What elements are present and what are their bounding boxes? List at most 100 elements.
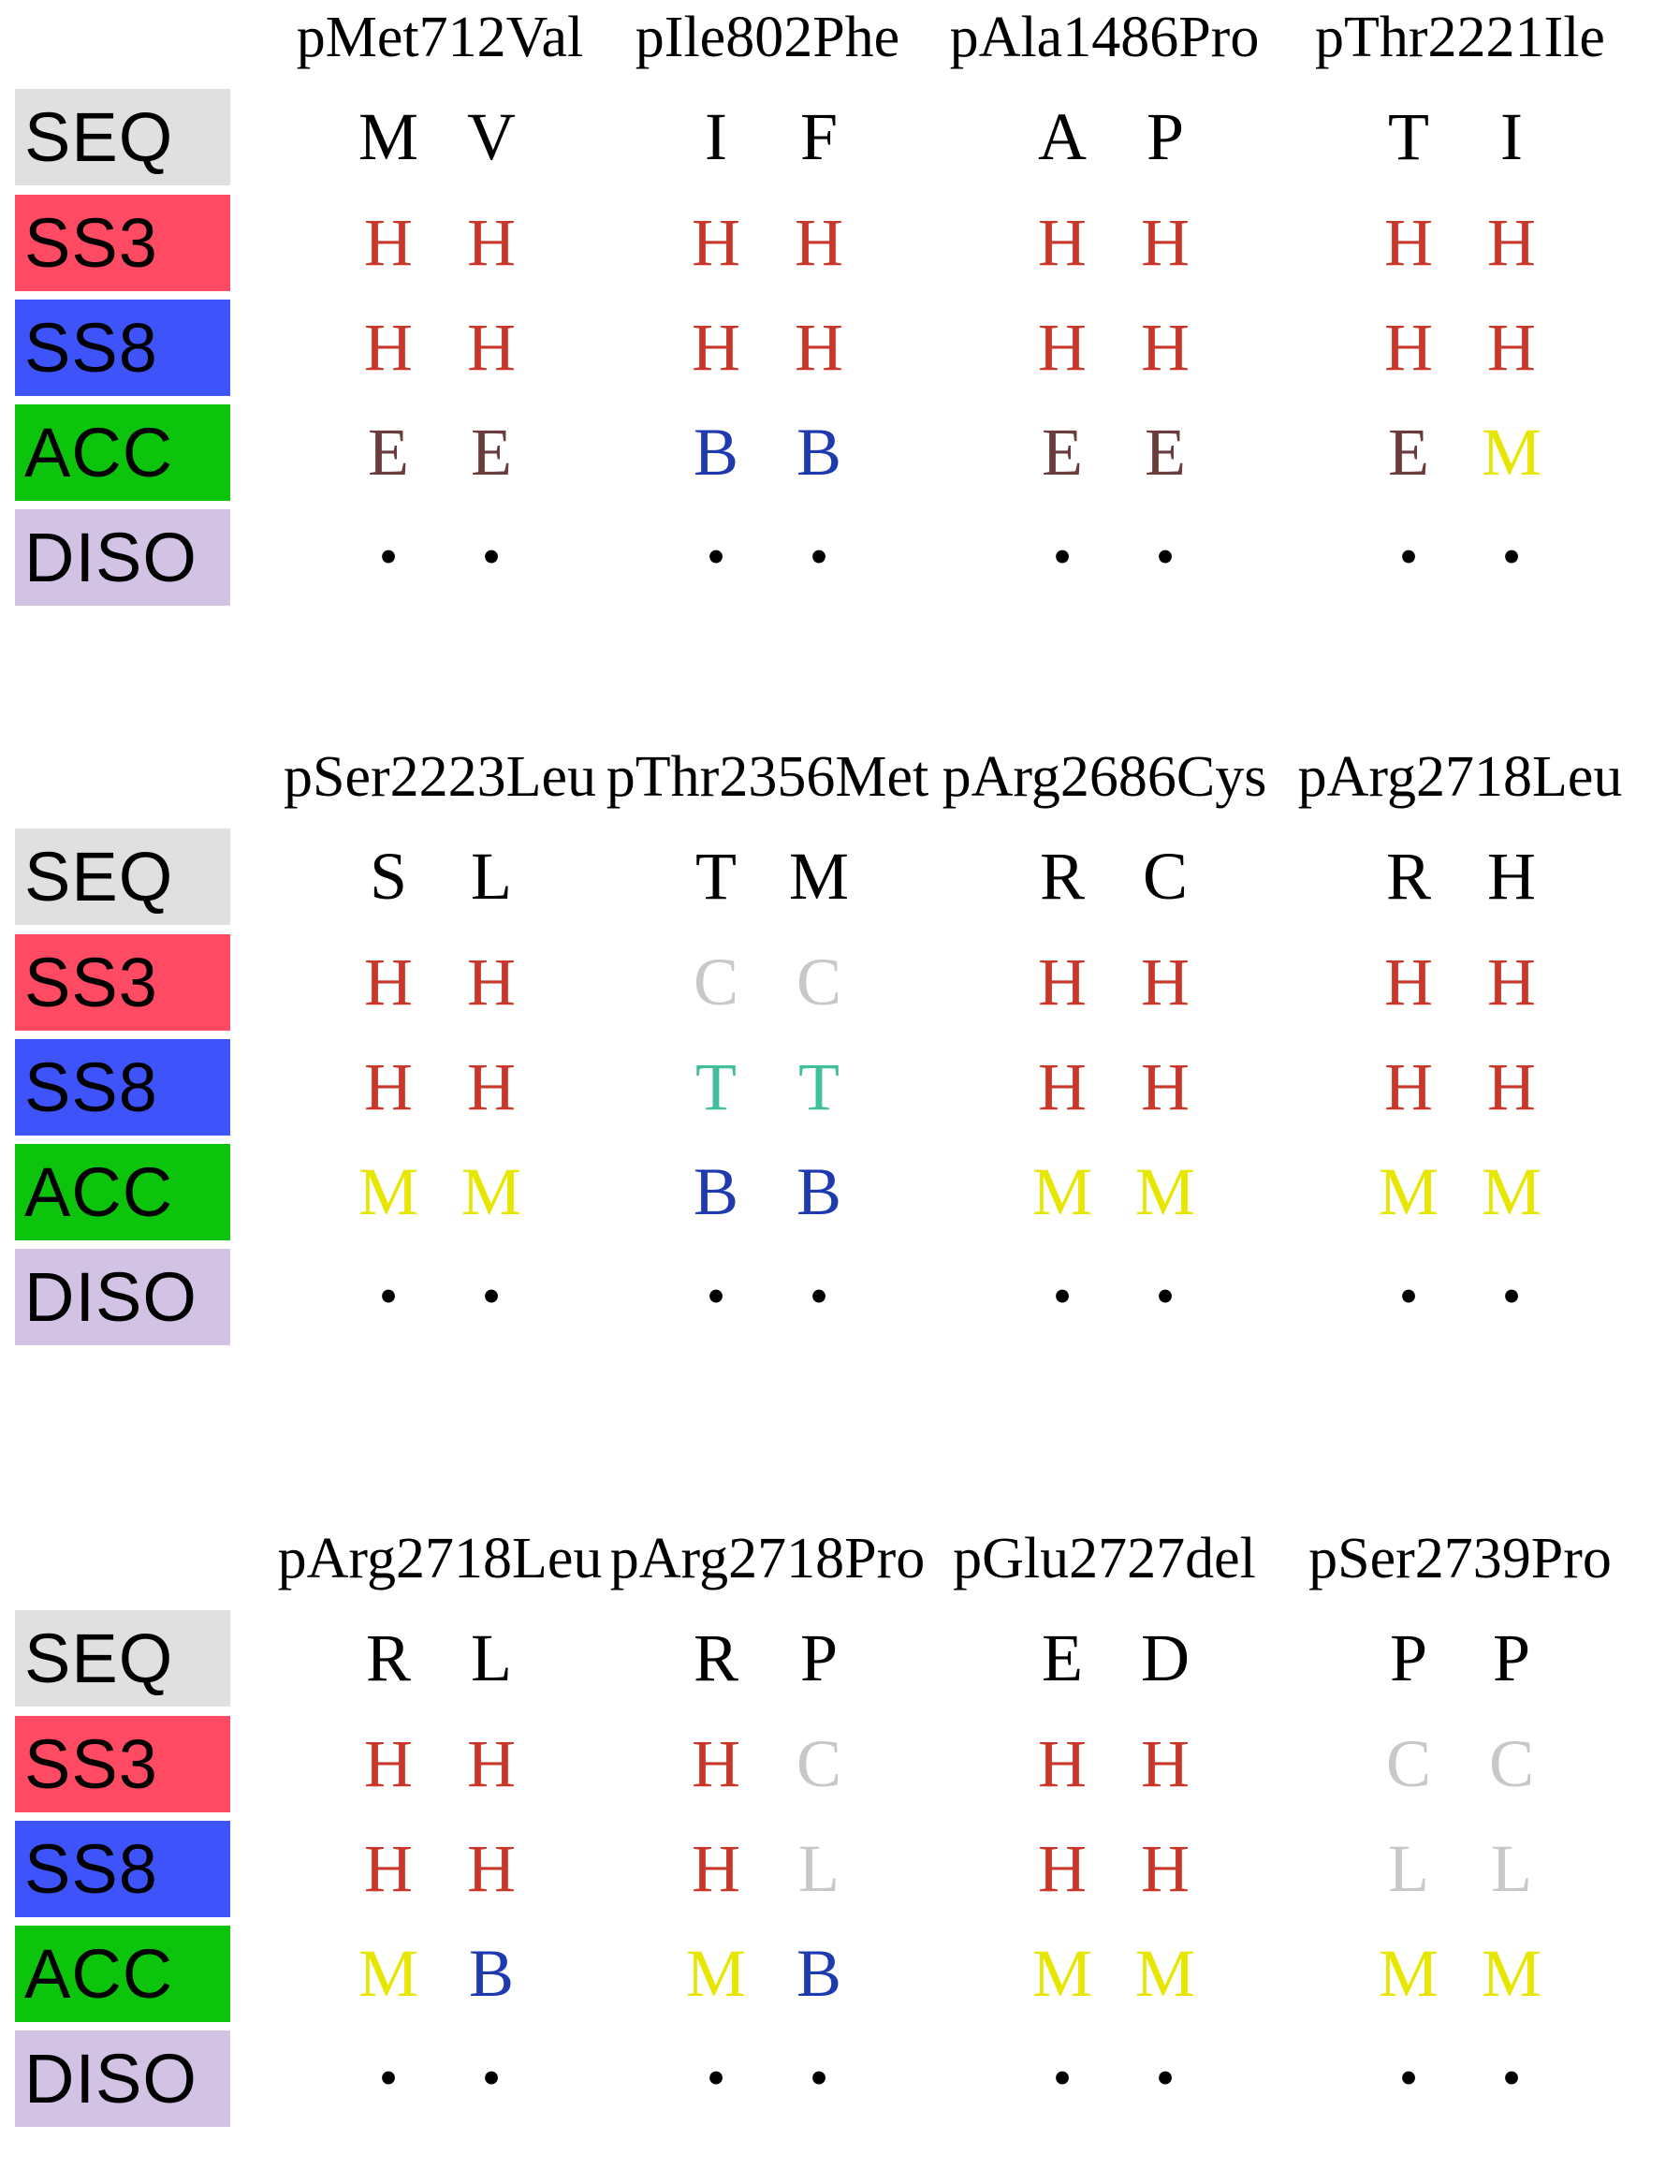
ss8-residue: T [695,1049,737,1124]
ss8-residue: H [1038,1049,1087,1124]
seq-residue: F [799,99,839,174]
ss3-residue: H [795,205,843,280]
ss8-residue: H [692,310,740,385]
ss3-residue: H [467,945,516,1019]
seq-residue: I [1500,99,1523,174]
ss3-residue: C [693,945,739,1019]
acc-residue: M [1481,1936,1542,2011]
ss8-residue: H [1038,310,1087,385]
diso-residue: • [481,526,502,587]
seq-residue: T [1388,99,1429,174]
acc-residue: M [1134,1154,1196,1229]
ss8-residue: H [692,1831,740,1906]
mutation-header: pThr2221Ile [1315,6,1605,69]
row-label-ss3: SS3 [15,195,230,291]
ss3-residue: C [1385,1726,1432,1801]
diso-residue: • [1155,2047,1176,2108]
diso-residue: • [1155,526,1176,587]
seq-residue: H [1487,839,1536,914]
diso-residue: • [378,2047,399,2108]
row-label-acc: ACC [15,404,230,501]
ss8-residue: H [1141,1049,1190,1124]
ss8-residue: H [364,1049,413,1124]
acc-residue: B [796,415,842,490]
acc-residue: M [1481,1154,1542,1229]
ss3-residue: C [1488,1726,1535,1801]
acc-residue: E [1145,415,1186,490]
seq-residue: A [1038,99,1087,174]
acc-residue: B [796,1936,842,2011]
diso-residue: • [1501,1266,1522,1327]
acc-residue: M [1031,1936,1093,2011]
acc-residue: B [796,1154,842,1229]
row-label-diso: DISO [15,509,230,606]
ss8-residue: H [364,310,413,385]
ss8-residue: H [1141,310,1190,385]
ss3-residue: H [1141,1726,1190,1801]
diso-residue: • [706,1266,726,1327]
seq-residue: V [467,99,516,174]
ss3-residue: H [1038,945,1087,1019]
acc-residue: M [460,1154,522,1229]
ss3-residue: H [1487,205,1536,280]
row-label-seq: SEQ [15,828,230,925]
acc-residue: M [1378,1936,1439,2011]
diso-residue: • [1052,526,1073,587]
mutation-header: pArg2718Leu [1297,745,1623,809]
diso-residue: • [1398,2047,1419,2108]
acc-residue: M [1134,1936,1196,2011]
diso-residue: • [809,1266,829,1327]
seq-residue: R [693,1620,739,1695]
seq-residue: M [358,99,419,174]
seq-residue: M [788,839,850,914]
row-label-ss3: SS3 [15,1716,230,1812]
acc-residue: E [1042,415,1083,490]
row-label-ss8: SS8 [15,1821,230,1917]
mutation-header: pArg2686Cys [942,745,1267,809]
diso-residue: • [1052,2047,1073,2108]
row-label-diso: DISO [15,1249,230,1345]
seq-residue: C [1142,839,1189,914]
ss3-residue: H [1141,205,1190,280]
seq-residue: T [695,839,737,914]
acc-residue: B [693,415,739,490]
acc-residue: E [471,415,512,490]
ss3-residue: H [1384,205,1433,280]
row-label-seq: SEQ [15,1610,230,1707]
mutation-header: pSer2223Leu [283,745,597,809]
seq-residue: P [1492,1620,1531,1695]
mutation-header: pThr2356Met [606,745,929,809]
diso-residue: • [1398,526,1419,587]
ss8-residue: H [1487,1049,1536,1124]
mutation-header: pArg2718Leu [277,1527,603,1590]
seq-residue: L [471,1620,512,1695]
diso-residue: • [1501,526,1522,587]
diso-residue: • [1501,2047,1522,2108]
row-label-acc: ACC [15,1144,230,1240]
seq-residue: D [1141,1620,1190,1695]
diso-residue: • [1155,1266,1176,1327]
ss3-residue: H [1141,945,1190,1019]
ss3-residue: C [796,1726,842,1801]
acc-residue: M [358,1154,419,1229]
seq-residue: P [799,1620,839,1695]
diso-residue: • [809,526,829,587]
acc-residue: M [685,1936,747,2011]
panel-3: SEQ SS3 SS8 ACC DISO pArg2718Leu R L H H H H M B • • pAr… [0,1521,1680,2139]
ss8-residue: H [467,310,516,385]
mutation-header: pArg2718Pro [609,1527,926,1590]
acc-residue: E [1388,415,1429,490]
seq-residue: E [1042,1620,1083,1695]
row-label-ss3: SS3 [15,934,230,1031]
ss3-residue: H [364,1726,413,1801]
row-label-diso: DISO [15,2030,230,2127]
mutation-header: pAla1486Pro [949,6,1260,69]
acc-residue: M [358,1936,419,2011]
acc-residue: M [1481,415,1542,490]
ss3-residue: H [692,205,740,280]
ss8-residue: H [1384,310,1433,385]
ss3-residue: H [467,205,516,280]
acc-residue: M [1031,1154,1093,1229]
mutation-header: pGlu2727del [953,1527,1256,1590]
seq-residue: L [471,839,512,914]
